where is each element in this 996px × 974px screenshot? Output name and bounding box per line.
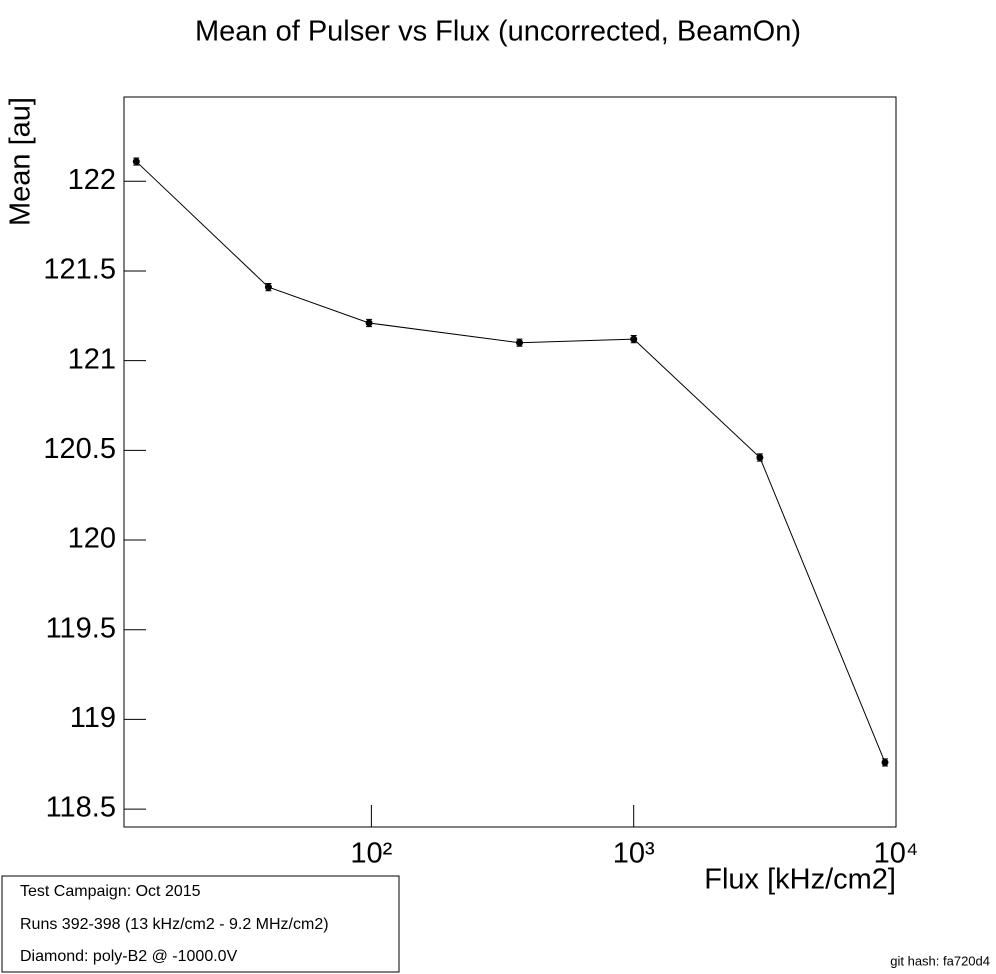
x-tick-label: 10² (350, 838, 392, 870)
y-tick-label: 121.5 (43, 254, 116, 286)
info-text: Runs 392-398 (13 kHz/cm2 - 9.2 MHz/cm2) (20, 916, 329, 933)
y-tick-label: 120.5 (43, 433, 116, 465)
info-text: Diamond: poly-B2 @ -1000.0V (20, 948, 238, 965)
info-box (1, 875, 400, 973)
data-point (365, 319, 373, 327)
data-point (630, 335, 638, 343)
y-axis-label: Mean [au] (5, 97, 37, 226)
y-tick-label: 121 (68, 343, 116, 375)
data-point (881, 758, 889, 766)
footnote: git hash: fa720d4 (890, 953, 990, 968)
plot-frame (123, 96, 897, 828)
x-tick-label: 10³ (613, 838, 655, 870)
data-point (515, 339, 523, 347)
y-tick-label: 118.5 (46, 792, 116, 824)
data-point (132, 158, 140, 166)
y-tick-label: 122 (68, 164, 116, 196)
info-text: Test Campaign: Oct 2015 (20, 883, 201, 900)
x-tick-label: 10⁴ (874, 838, 919, 870)
chart-title: Mean of Pulser vs Flux (uncorrected, Bea… (195, 16, 801, 48)
data-point (756, 454, 764, 462)
y-tick-label: 119 (70, 702, 116, 734)
y-tick-label: 119.5 (46, 612, 116, 644)
y-tick-label: 120 (68, 523, 116, 555)
data-point (264, 283, 272, 291)
x-axis-label: Flux [kHz/cm2] (704, 864, 896, 896)
